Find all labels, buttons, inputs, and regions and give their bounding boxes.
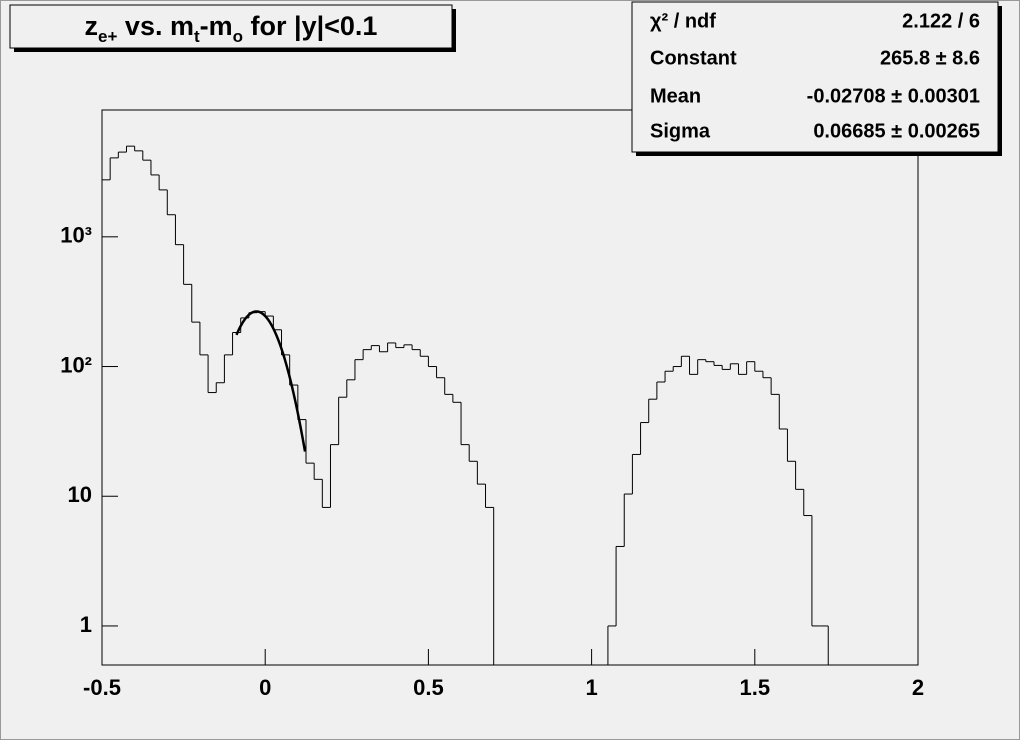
x-tick-label: 2 bbox=[912, 675, 924, 700]
title-part: vs. m bbox=[117, 11, 194, 41]
x-tick-label: -0.5 bbox=[83, 675, 121, 700]
title-part: z bbox=[85, 11, 99, 41]
stat-name: Constant bbox=[650, 47, 737, 69]
stat-name: χ² / ndf bbox=[650, 10, 716, 32]
title-part: o bbox=[233, 27, 243, 46]
frame bbox=[101, 109, 919, 666]
fit-curve bbox=[235, 310, 307, 452]
title-box bbox=[9, 4, 453, 49]
title-part: e+ bbox=[98, 27, 117, 46]
stat-value: 0.06685 ± 0.00265 bbox=[813, 120, 980, 142]
x-tick-label: 0.5 bbox=[413, 675, 444, 700]
plot bbox=[101, 145, 919, 666]
stat-name: Mean bbox=[650, 85, 701, 107]
title-part: for |y|<0.1 bbox=[243, 11, 377, 41]
chart-title: ze+ vs. mt-mo for |y|<0.1 bbox=[85, 11, 378, 46]
stat-name: Sigma bbox=[650, 120, 711, 142]
y-tick-label: 10³ bbox=[60, 223, 92, 248]
y-tick-label: 10² bbox=[60, 352, 92, 377]
stat-value: -0.02708 ± 0.00301 bbox=[807, 85, 980, 107]
stats: χ² / ndf 2.122 / 6 Constant 265.8 ± 8.6 Mean… bbox=[650, 10, 980, 142]
x-tick-label: 0 bbox=[259, 675, 271, 700]
title-part: t bbox=[194, 27, 200, 46]
x-tick-label: 1.5 bbox=[740, 675, 771, 700]
title-part: -m bbox=[200, 11, 233, 41]
stat-value: 265.8 ± 8.6 bbox=[880, 47, 980, 69]
y-tick-label: 10 bbox=[68, 482, 92, 507]
x-tick-label: 1 bbox=[585, 675, 597, 700]
y-tick-label: 1 bbox=[80, 612, 92, 637]
stat-value: 2.122 / 6 bbox=[902, 10, 980, 32]
stats-box bbox=[631, 1, 999, 153]
